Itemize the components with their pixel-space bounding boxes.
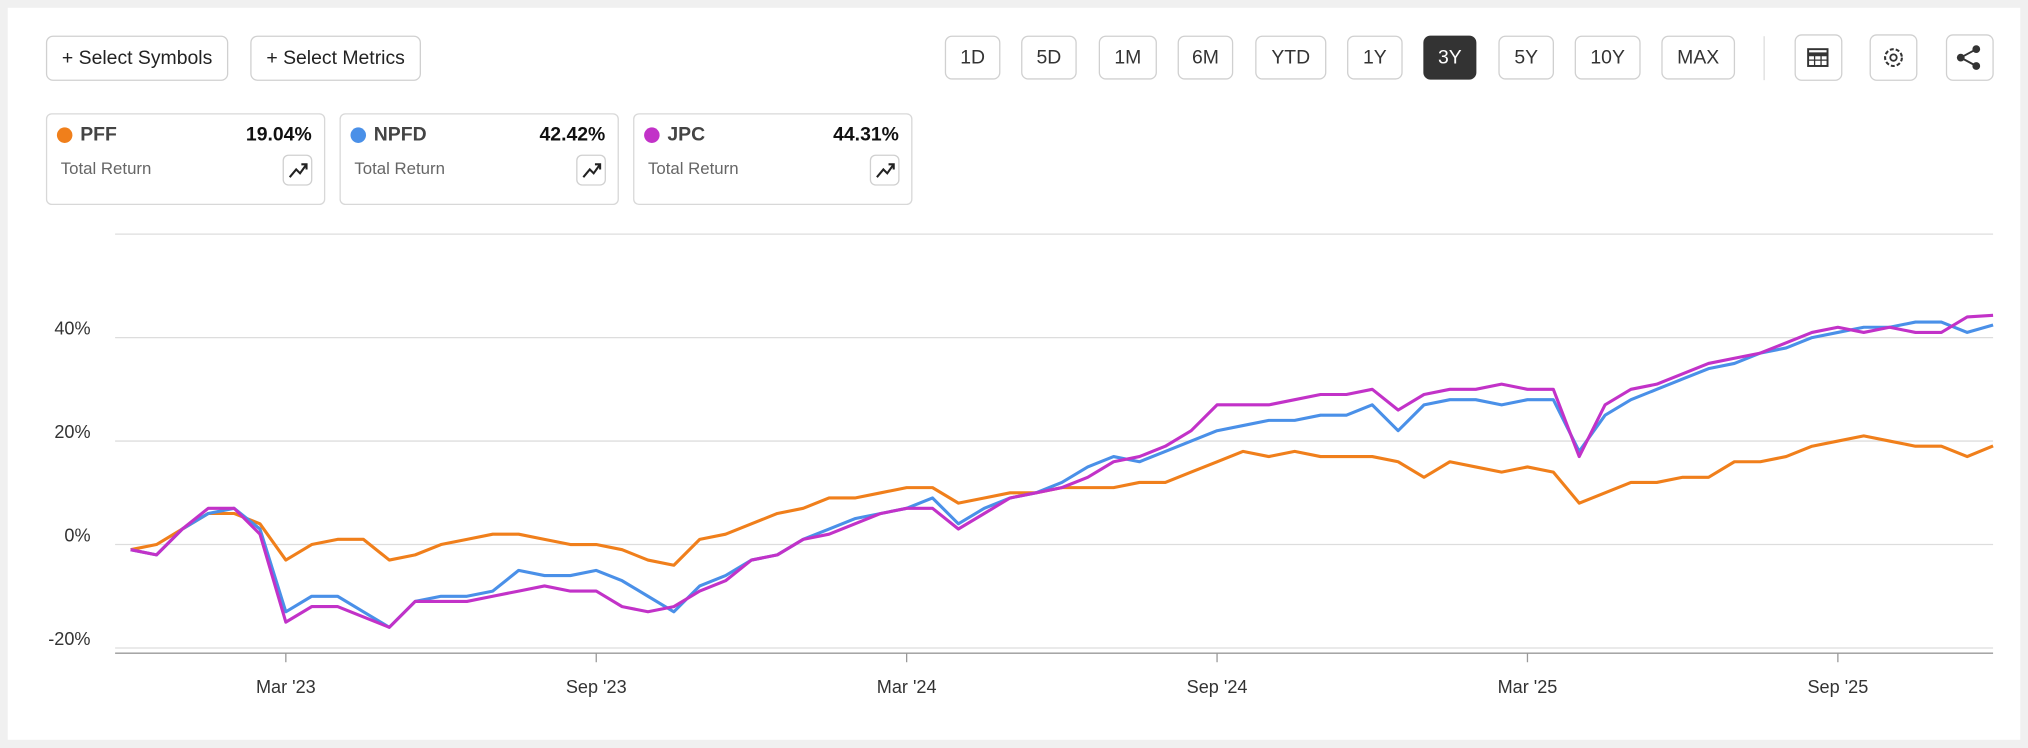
settings-button[interactable] — [1869, 34, 1918, 81]
y-tick-label: 20% — [54, 422, 90, 442]
legend-dot — [56, 127, 73, 143]
select-metrics-button[interactable]: + Select Metrics — [250, 35, 421, 81]
period-button-bg[interactable] — [944, 35, 1001, 80]
legend-return: 44.31% — [833, 123, 899, 145]
series-line — [130, 313, 1994, 629]
legend-return: 19.04% — [246, 123, 312, 145]
y-tick-label: 40% — [54, 319, 90, 339]
period-label[interactable]: 1D — [960, 46, 985, 68]
legend-metric: Total Return — [648, 159, 739, 178]
series-line — [130, 320, 1994, 629]
legend-return: 42.42% — [540, 123, 606, 145]
legend-dot — [644, 127, 660, 143]
card-bg[interactable] — [339, 113, 619, 206]
period-label[interactable]: 10Y — [1590, 46, 1625, 68]
legend-symbol: PFF — [80, 123, 117, 145]
period-button[interactable]: 1Y — [1347, 35, 1403, 80]
legend-card[interactable]: JPC 44.31% Total Return — [633, 113, 913, 206]
period-button-bg[interactable] — [1098, 35, 1157, 80]
trend-icon[interactable] — [288, 163, 308, 178]
x-tick-label: Sep '25 — [1807, 677, 1868, 697]
trend-icon[interactable] — [582, 163, 601, 178]
period-button-bg[interactable] — [1423, 35, 1477, 80]
legend-card[interactable]: NPFD 42.42% Total Return — [339, 113, 619, 206]
period-label[interactable]: 6M — [1192, 46, 1219, 68]
legend-metric: Total Return — [354, 159, 445, 178]
legend-card[interactable]: PFF 19.04% Total Return — [45, 113, 326, 206]
trend-icon[interactable] — [876, 163, 895, 178]
button-label[interactable]: + Select Metrics — [266, 47, 404, 69]
period-label[interactable]: 5D — [1037, 46, 1062, 68]
x-tick-label: Mar '24 — [877, 677, 937, 697]
plot: -20% 0% 20% 40% Mar '23 Sep '23 Mar '24 Sep '24… — [48, 313, 1994, 697]
period-button[interactable]: 6M — [1177, 35, 1234, 80]
button-label[interactable]: + Select Symbols — [62, 47, 212, 69]
legend-cards: PFF 19.04% Total Return NPFD 42.42% Total Ret… — [45, 113, 913, 206]
x-tick-label: Mar '23 — [256, 677, 316, 697]
legend-metric: Total Return — [61, 159, 152, 178]
period-button-bg[interactable] — [1021, 35, 1077, 80]
y-tick-label: 0% — [64, 526, 90, 546]
period-button[interactable]: 10Y — [1574, 35, 1641, 80]
period-label[interactable]: 3Y — [1438, 46, 1462, 68]
share-button[interactable] — [1945, 34, 1994, 81]
period-button[interactable]: YTD — [1255, 35, 1327, 80]
period-button[interactable]: MAX — [1661, 35, 1736, 80]
x-tick-label: Sep '24 — [1187, 677, 1248, 697]
select-symbols-button[interactable]: + Select Symbols — [45, 35, 229, 81]
trend-arrow[interactable] — [301, 163, 308, 170]
period-button[interactable]: 5Y — [1498, 35, 1554, 80]
period-button-bg[interactable] — [1498, 35, 1554, 80]
period-button-bg[interactable] — [1661, 35, 1736, 80]
period-button[interactable]: 1D — [944, 35, 1001, 80]
period-button-bg[interactable] — [1574, 35, 1641, 80]
period-button[interactable]: 1M — [1098, 35, 1157, 80]
period-button-bg[interactable] — [1347, 35, 1403, 80]
legend-symbol: NPFD — [374, 123, 427, 145]
period-button-bg[interactable] — [1177, 35, 1234, 80]
period-label[interactable]: 1M — [1114, 46, 1141, 68]
period-label[interactable]: YTD — [1271, 46, 1310, 68]
trend-arrow[interactable] — [888, 163, 895, 170]
table-button[interactable] — [1794, 34, 1843, 81]
period-label[interactable]: 1Y — [1363, 46, 1387, 68]
y-tick-label: -20% — [48, 629, 90, 649]
period-button-bg[interactable] — [1255, 35, 1327, 80]
legend-symbol: JPC — [667, 123, 705, 145]
trend-arrow[interactable] — [594, 163, 602, 170]
card-bg[interactable] — [633, 113, 913, 206]
period-label[interactable]: MAX — [1677, 46, 1719, 68]
period-buttons: 1D 5D 1M 6M YTD 1Y 3Y 5Y 10Y MAX — [944, 35, 1736, 80]
card-bg[interactable] — [45, 113, 326, 206]
period-button[interactable]: 5D — [1021, 35, 1077, 80]
x-tick-label: Mar '25 — [1498, 677, 1558, 697]
legend-dot — [350, 127, 367, 143]
x-tick-label: Sep '23 — [566, 677, 627, 697]
period-button[interactable]: 3Y — [1423, 35, 1477, 80]
period-label[interactable]: 5Y — [1514, 46, 1538, 68]
